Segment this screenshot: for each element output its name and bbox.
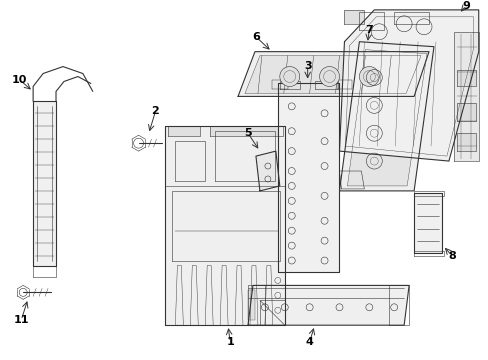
Text: 6: 6 [251,32,259,42]
Text: 3: 3 [303,60,311,71]
Text: 9: 9 [461,1,469,11]
Polygon shape [347,50,426,186]
Polygon shape [456,133,475,151]
Polygon shape [279,81,299,89]
Polygon shape [277,84,339,273]
Circle shape [279,67,299,86]
Circle shape [319,67,339,86]
Polygon shape [244,56,420,94]
Polygon shape [33,102,56,266]
Polygon shape [238,51,428,96]
Text: 7: 7 [365,25,372,35]
Polygon shape [456,103,475,121]
Polygon shape [413,193,441,253]
Polygon shape [247,291,254,320]
Text: 4: 4 [305,337,313,347]
Polygon shape [255,151,279,191]
Text: 2: 2 [151,106,159,116]
Text: 10: 10 [12,75,27,85]
Polygon shape [456,69,475,86]
Polygon shape [453,32,478,161]
Polygon shape [210,126,282,136]
Polygon shape [260,300,284,325]
Text: 11: 11 [13,315,29,325]
Polygon shape [168,126,200,136]
Polygon shape [339,10,478,161]
Text: 8: 8 [447,251,455,261]
Polygon shape [165,126,284,325]
Text: 1: 1 [226,337,233,347]
Polygon shape [247,285,408,325]
Polygon shape [344,10,364,24]
Circle shape [359,67,379,86]
Text: 5: 5 [244,128,251,138]
Polygon shape [314,81,337,89]
Polygon shape [339,42,433,191]
